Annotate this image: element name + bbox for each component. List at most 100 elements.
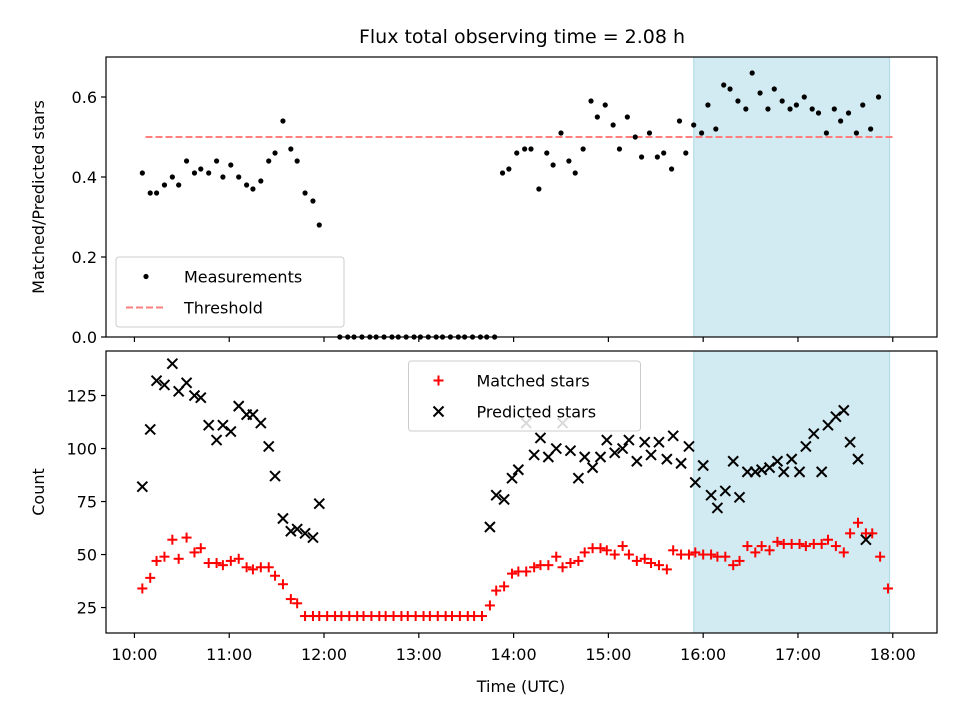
data-point-b bbox=[572, 472, 585, 484]
data-point bbox=[280, 118, 286, 124]
data-point bbox=[195, 391, 207, 404]
data-point bbox=[690, 547, 701, 558]
data-point bbox=[244, 182, 250, 188]
data-point-b bbox=[144, 423, 156, 436]
data-point-b bbox=[800, 440, 812, 453]
data-point bbox=[733, 491, 746, 504]
data-point bbox=[616, 442, 629, 455]
data-point bbox=[198, 166, 204, 172]
data-point bbox=[161, 182, 168, 188]
data-point bbox=[683, 440, 695, 453]
data-point bbox=[588, 98, 594, 104]
data-point bbox=[756, 541, 767, 552]
y-tick-label: 0.6 bbox=[72, 88, 97, 107]
data-point bbox=[623, 434, 635, 446]
data-point bbox=[288, 146, 294, 152]
data-point bbox=[743, 106, 749, 112]
data-point bbox=[661, 453, 673, 465]
data-point bbox=[772, 536, 783, 547]
data-point bbox=[705, 489, 717, 501]
data-point bbox=[794, 538, 805, 549]
data-point bbox=[499, 170, 506, 176]
data-point bbox=[490, 489, 502, 501]
data-point bbox=[661, 564, 672, 575]
data-point-b bbox=[255, 417, 267, 429]
legend-box bbox=[408, 360, 641, 432]
data-point bbox=[800, 541, 811, 552]
data-point bbox=[211, 558, 222, 569]
data-point bbox=[498, 493, 510, 506]
data-point-b bbox=[550, 442, 562, 455]
data-point bbox=[816, 538, 827, 549]
data-point-b bbox=[616, 442, 629, 455]
data-point bbox=[617, 541, 628, 552]
data-point bbox=[484, 521, 496, 533]
data-point bbox=[144, 423, 156, 436]
data-point bbox=[609, 447, 621, 459]
data-point-b bbox=[195, 391, 207, 404]
data-point bbox=[697, 459, 709, 472]
data-point-b bbox=[484, 521, 496, 533]
data-point bbox=[610, 122, 616, 128]
data-point-b bbox=[609, 447, 621, 459]
data-point bbox=[727, 86, 733, 92]
data-point-b bbox=[705, 489, 717, 501]
data-point bbox=[668, 545, 679, 556]
data-point-b bbox=[136, 480, 149, 493]
data-point bbox=[653, 436, 665, 448]
data-point bbox=[506, 166, 512, 172]
data-point bbox=[711, 502, 724, 514]
data-point bbox=[793, 466, 806, 478]
data-point bbox=[316, 222, 322, 228]
data-point bbox=[815, 466, 828, 478]
data-point-b bbox=[269, 470, 281, 482]
data-point bbox=[578, 451, 591, 463]
data-point bbox=[202, 419, 215, 431]
x-tick-label: 13:00 bbox=[396, 645, 442, 664]
data-point bbox=[845, 528, 856, 539]
data-point-b bbox=[639, 436, 651, 448]
data-point bbox=[831, 106, 837, 112]
data-point bbox=[623, 549, 634, 560]
data-point bbox=[528, 146, 534, 152]
data-point-b bbox=[150, 374, 163, 387]
data-point bbox=[853, 130, 860, 136]
data-point bbox=[167, 534, 178, 545]
data-point-b bbox=[675, 457, 687, 470]
data-point bbox=[638, 154, 645, 160]
legend-label: Predicted stars bbox=[477, 403, 597, 422]
data-point bbox=[188, 389, 201, 402]
data-point-b bbox=[578, 451, 591, 463]
data-point bbox=[631, 555, 642, 566]
data-point bbox=[867, 528, 878, 539]
data-point bbox=[159, 551, 170, 562]
data-point bbox=[639, 553, 650, 564]
data-point bbox=[860, 533, 872, 546]
data-point bbox=[646, 558, 657, 569]
data-point bbox=[528, 449, 540, 461]
data-point bbox=[632, 134, 638, 140]
data-point bbox=[153, 190, 160, 196]
data-point bbox=[699, 130, 705, 136]
data-point bbox=[721, 82, 727, 88]
data-point-b bbox=[683, 440, 695, 453]
data-point bbox=[151, 555, 162, 566]
data-point-b bbox=[711, 502, 724, 514]
data-point bbox=[529, 562, 540, 573]
data-point-b bbox=[166, 358, 179, 370]
data-point-b bbox=[233, 400, 245, 412]
data-point bbox=[661, 150, 667, 156]
data-point bbox=[544, 150, 550, 156]
data-point-b bbox=[860, 533, 872, 546]
data-point bbox=[277, 579, 288, 590]
data-point bbox=[763, 461, 776, 474]
data-point-b bbox=[210, 434, 223, 446]
data-point bbox=[815, 110, 822, 116]
legend-box bbox=[115, 256, 345, 328]
y-tick-label: 50 bbox=[77, 546, 97, 565]
legend-swatch bbox=[432, 405, 445, 418]
y-axis-label: Matched/Predicted stars bbox=[29, 100, 48, 294]
data-point-b bbox=[793, 466, 806, 478]
data-point bbox=[755, 464, 768, 476]
data-point-b bbox=[623, 434, 635, 446]
